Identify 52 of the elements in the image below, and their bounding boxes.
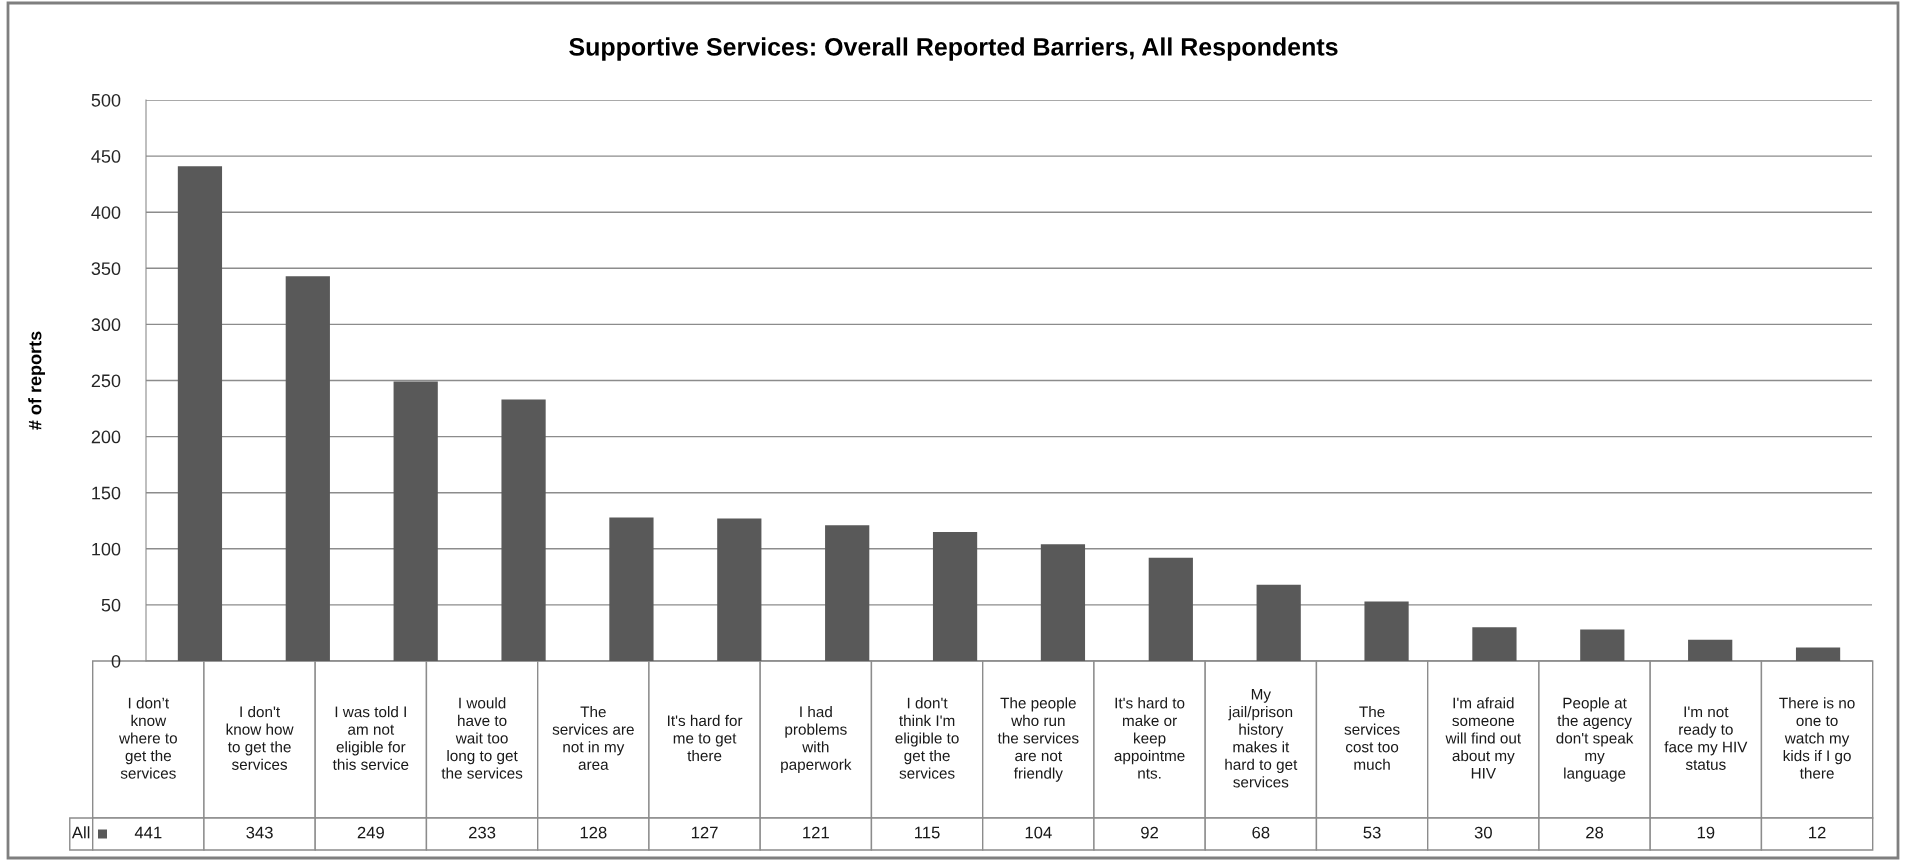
- x-tick-label: People at the agency don't speak my language: [1556, 697, 1634, 782]
- bar: [1580, 629, 1625, 661]
- x-tick-label: My jail/prison history makes it hard to get services: [1225, 689, 1298, 788]
- data-label: 19: [1697, 826, 1715, 839]
- data-label: 28: [1586, 826, 1604, 839]
- x-tick-label: There is no one to watch my kids if I go there: [1779, 697, 1855, 779]
- x-tick-label: I had problems with paperwork: [781, 706, 852, 773]
- x-tick-label: I don't know how to get the services: [226, 706, 294, 770]
- x-tick-label: I'm not ready to face my HIV status: [1664, 706, 1748, 770]
- bar: [1364, 601, 1409, 661]
- x-tick-label: I don't think I'm eligible to get the services: [895, 697, 959, 779]
- data-label: 53: [1363, 826, 1381, 839]
- y-tick-label: 0: [111, 654, 121, 668]
- chart-title: Supportive Services: Overall Reported Barriers, All Respondents: [569, 37, 1338, 61]
- legend-label: All: [71, 826, 90, 839]
- x-tick-label: The services cost too much: [1344, 706, 1400, 770]
- data-label: 30: [1474, 826, 1492, 839]
- bar: [1688, 639, 1733, 661]
- data-label: 12: [1809, 826, 1826, 839]
- x-tick-label: It's hard for me to get there: [668, 714, 743, 762]
- data-label: 121: [803, 826, 829, 839]
- data-label: 128: [580, 826, 607, 839]
- y-tick-label: 300: [91, 318, 121, 332]
- x-tick-label: It's hard to make or keep appointme nts.: [1114, 697, 1185, 779]
- y-tick-label: 150: [92, 486, 121, 500]
- bar: [1795, 647, 1841, 661]
- x-tick-label: The services are not in my area: [552, 706, 634, 770]
- x-tick-label: I was told I am not eligible for this service: [332, 706, 409, 770]
- y-tick-label: 250: [91, 374, 121, 388]
- y-axis-title: # of reports: [28, 331, 45, 430]
- data-label: 115: [915, 826, 940, 839]
- data-label: 441: [134, 826, 162, 839]
- data-label: 343: [246, 826, 273, 839]
- y-tick-label: 350: [91, 262, 121, 276]
- y-tick-label: 100: [92, 542, 121, 556]
- y-tick-label: 450: [91, 150, 121, 163]
- x-tick-label: I'm afraid someone will find out about my HIV: [1445, 697, 1521, 779]
- data-label: 92: [1141, 826, 1158, 839]
- y-tick-label: 500: [91, 93, 121, 107]
- data-label: 249: [357, 826, 384, 839]
- y-tick-label: 400: [91, 206, 121, 219]
- bar: [1472, 627, 1517, 661]
- data-label: 127: [691, 826, 718, 839]
- y-tick-label: 200: [91, 430, 121, 444]
- x-tick-label: I would have to wait too long to get the services: [441, 697, 523, 779]
- data-label: 233: [469, 826, 496, 839]
- y-tick-label: 50: [101, 598, 121, 612]
- data-label: 104: [1025, 826, 1052, 839]
- x-tick-label: I don’t know where to get the services: [119, 697, 177, 779]
- data-label: 68: [1252, 826, 1270, 839]
- bar: [1256, 584, 1301, 661]
- x-tick-label: The people who run the services are not friendly: [997, 697, 1079, 782]
